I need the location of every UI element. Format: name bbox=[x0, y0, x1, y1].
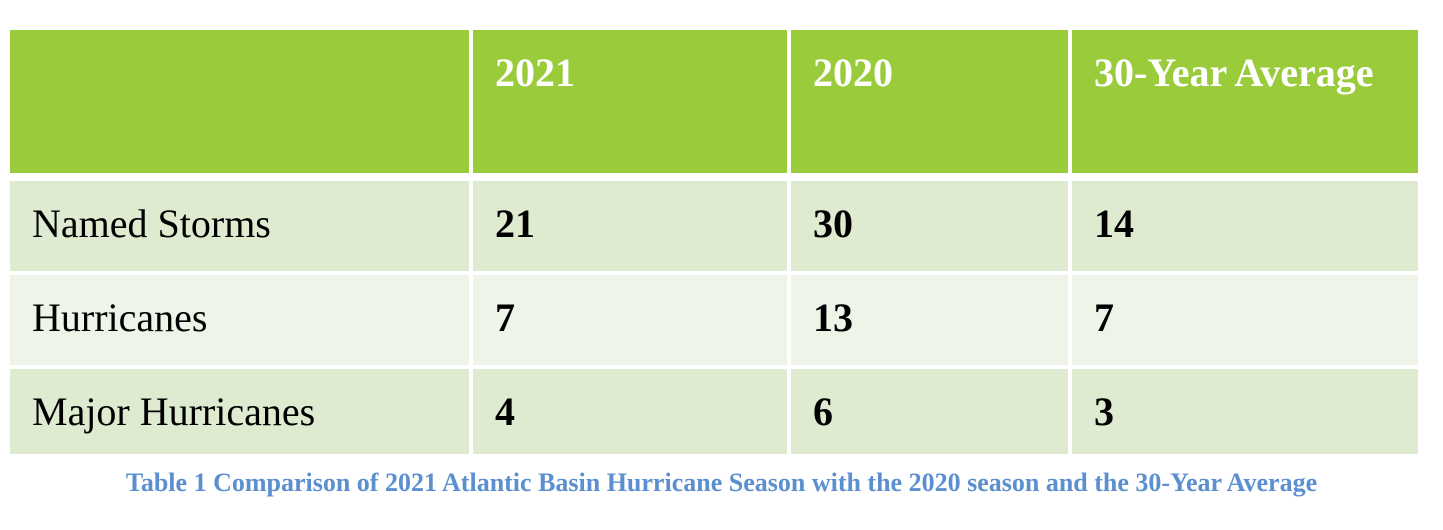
cell-2021: 4 bbox=[473, 369, 791, 458]
hurricane-comparison-table: 2021 2020 30-Year Average Named Storms 2… bbox=[10, 30, 1418, 458]
row-label: Major Hurricanes bbox=[10, 369, 473, 458]
cell-2021: 21 bbox=[473, 181, 791, 275]
cell-2021: 7 bbox=[473, 275, 791, 369]
cell-2020: 6 bbox=[791, 369, 1072, 458]
table-row-hurricanes: Hurricanes 7 13 7 bbox=[10, 275, 1418, 369]
cell-30-year-average: 14 bbox=[1072, 181, 1418, 275]
cell-30-year-average: 3 bbox=[1072, 369, 1418, 458]
header-spacer bbox=[10, 173, 1418, 181]
table-header-row: 2021 2020 30-Year Average bbox=[10, 30, 1418, 173]
cell-30-year-average: 7 bbox=[1072, 275, 1418, 369]
table-row-named-storms: Named Storms 21 30 14 bbox=[10, 181, 1418, 275]
hurricane-comparison-table-wrap: 2021 2020 30-Year Average Named Storms 2… bbox=[10, 30, 1418, 458]
cell-2020: 30 bbox=[791, 181, 1072, 275]
header-cell-empty bbox=[10, 30, 473, 173]
header-cell-2020: 2020 bbox=[791, 30, 1072, 173]
row-label: Hurricanes bbox=[10, 275, 473, 369]
table-caption: Table 1 Comparison of 2021 Atlantic Basi… bbox=[125, 468, 1318, 497]
header-cell-30-year-average: 30-Year Average bbox=[1072, 30, 1418, 173]
spacer-cell bbox=[10, 173, 1418, 181]
cell-2020: 13 bbox=[791, 275, 1072, 369]
header-cell-2021: 2021 bbox=[473, 30, 791, 173]
row-label: Named Storms bbox=[10, 181, 473, 275]
table-row-major-hurricanes: Major Hurricanes 4 6 3 bbox=[10, 369, 1418, 458]
